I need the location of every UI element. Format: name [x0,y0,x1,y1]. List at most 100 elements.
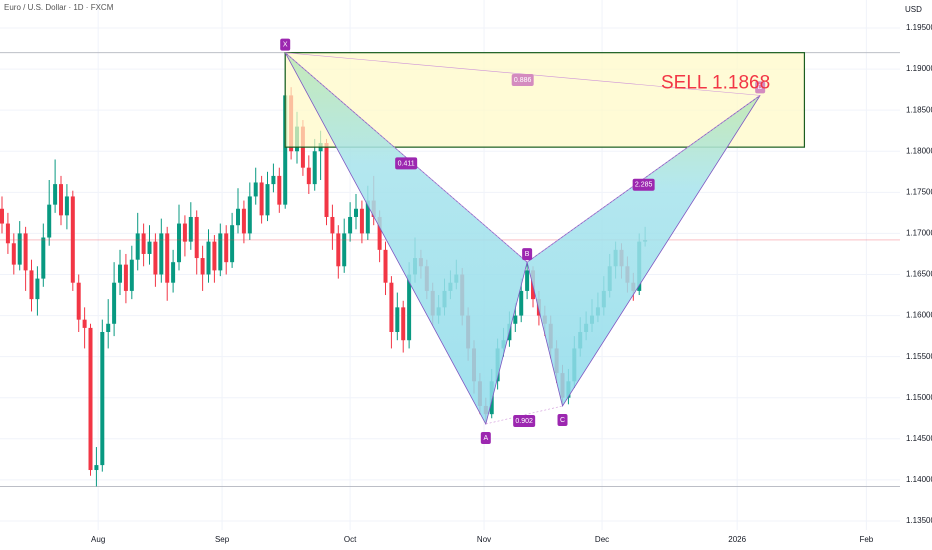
candle-body [247,196,252,234]
candle-body [519,290,524,316]
ratio-line [485,405,563,425]
point-label: A [483,435,488,442]
candle-body [241,208,246,234]
ratio-box [511,74,534,87]
candle-body [106,323,111,332]
y-tick-label: 1.17000 [906,229,932,238]
candle-body [407,274,412,341]
y-axis-label: USD [905,5,922,14]
y-tick-label: 1.16500 [906,270,932,279]
candle-body [17,233,22,265]
ratio-label: 0.902 [515,418,533,425]
candle-body [141,233,146,254]
x-tick-label: Sep [215,535,230,544]
candle-body [283,95,288,205]
candle-body [41,237,46,279]
candle-body [82,319,87,328]
y-tick-label: 1.19500 [906,23,932,32]
candle-body [147,241,152,254]
candle-body [177,223,182,263]
candle-body [100,331,105,466]
y-tick-label: 1.17500 [906,187,932,196]
candle-body [59,184,64,216]
candle-body [253,182,258,197]
point-label: D [758,84,763,91]
candle-body [11,243,16,265]
candle-body [224,233,229,263]
x-tick-label: Nov [477,535,491,544]
point-label: B [525,251,530,258]
x-tick-label: Aug [91,535,105,544]
candle-body [76,282,81,320]
candle-body [118,264,123,283]
ratio-label: 0.886 [514,77,532,84]
candle-body [35,278,40,300]
candle-body [306,167,311,185]
candle-body [312,151,317,185]
candle-body [64,196,69,216]
candle-body [277,175,282,205]
candle-body [70,196,75,283]
candle-body [188,216,193,242]
candle-body [212,241,217,271]
y-tick-label: 1.16000 [906,311,932,320]
y-tick-label: 1.19000 [906,64,932,73]
candle-body [348,216,353,234]
candle-body [135,233,140,260]
ratio-box [632,178,655,191]
ratio-box [395,157,418,170]
point-label: C [560,417,565,424]
candle-body [112,282,117,324]
candle-body [53,184,58,205]
candle-body [271,175,276,185]
candle-body [0,208,5,224]
candle-body [359,208,364,234]
ratio-label: 2.285 [635,182,653,189]
candle-body [342,233,347,267]
candle-body [23,233,28,271]
candle-body [230,225,235,263]
point-box [557,413,568,426]
candle-body [259,182,264,216]
candle-body [159,233,164,275]
candle-body [324,143,329,217]
point-box [480,432,491,445]
candle-body [525,270,530,291]
x-tick-label: Oct [344,535,357,544]
y-tick-label: 1.13500 [906,516,932,525]
candle-body [395,307,400,332]
ratio-label: 0.411 [398,160,415,167]
point-box [280,38,291,51]
candle-body [354,208,359,217]
y-tick-label: 1.14000 [906,475,932,484]
candle-body [383,249,388,283]
candle-body [182,223,187,242]
candle-body [194,216,199,259]
point-box [755,81,766,94]
candle-body [389,282,394,332]
y-tick-label: 1.15000 [906,393,932,402]
candle-body [513,315,518,324]
candle-body [88,327,93,471]
candle-body [236,208,241,226]
y-tick-label: 1.18000 [906,146,932,155]
point-label: X [283,42,288,49]
candle-body [123,264,128,291]
candle-body [5,223,10,244]
candle-body [336,233,341,267]
candle-body [171,262,176,283]
candle-body [377,216,382,250]
candle-body [200,258,205,275]
x-tick-label: 2026 [728,535,746,544]
ratio-box [513,414,536,427]
candle-body [165,233,170,283]
chart-title: Euro / U.S. Dollar · 1D · FXCM [4,3,114,12]
y-tick-label: 1.15500 [906,352,932,361]
x-tick-label: Dec [595,535,609,544]
candle-body [265,184,270,216]
candle-body [129,259,134,291]
candle-body [401,307,406,341]
sell-annotation: SELL 1.1868 [661,72,770,93]
candle-body [330,216,335,234]
